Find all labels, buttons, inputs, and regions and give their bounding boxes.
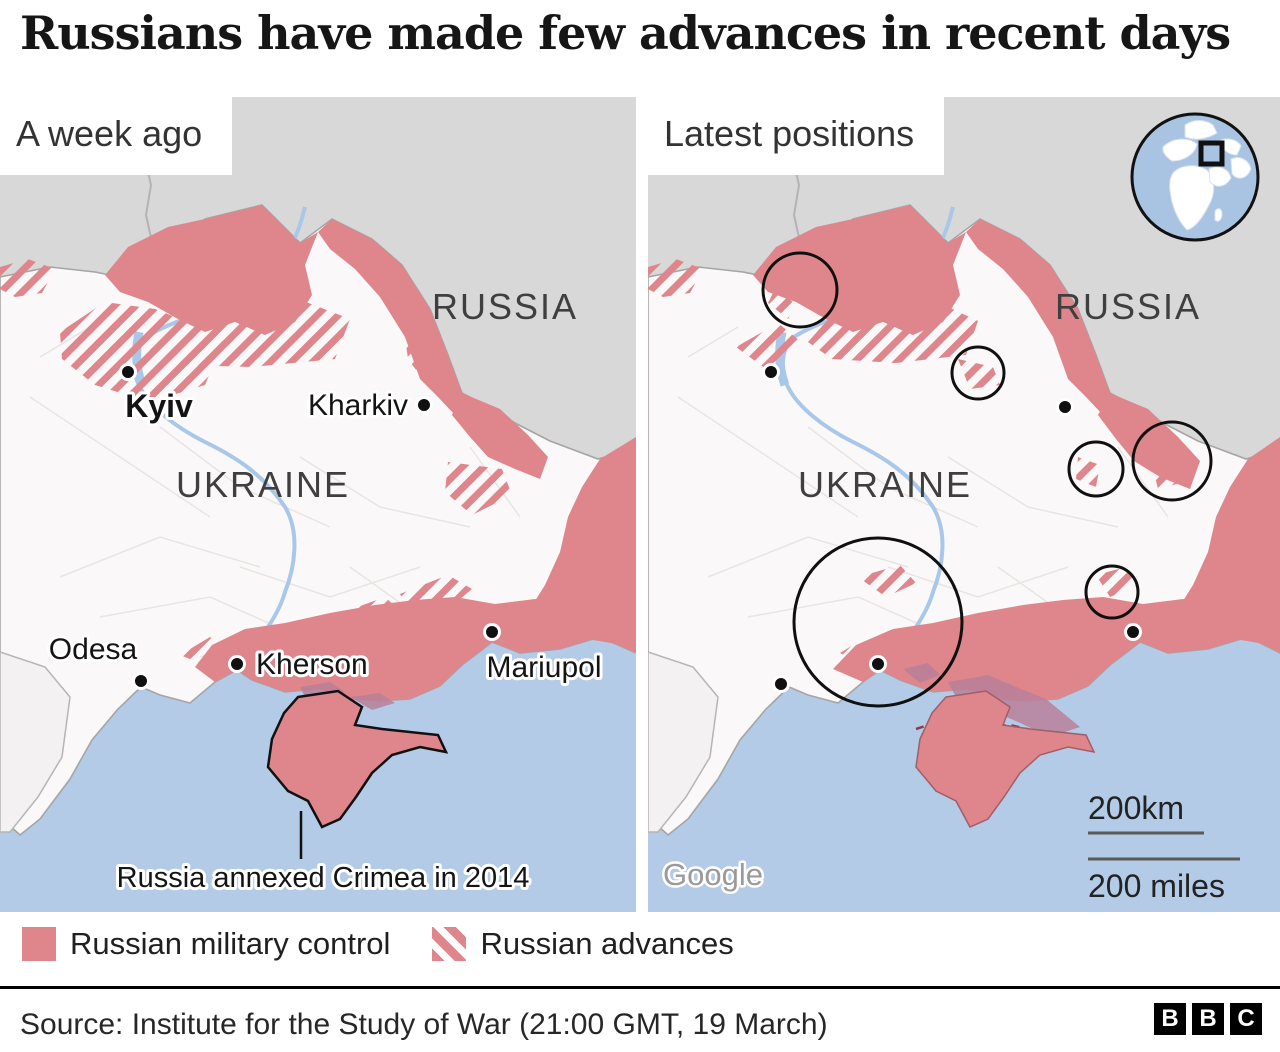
russia-label: RUSSIA <box>432 286 578 327</box>
city-dot-odesa <box>772 675 790 693</box>
page-title: Russians have made few advances in recen… <box>20 6 1231 60</box>
city-label-kharkiv: Kharkiv <box>308 389 408 422</box>
russian-advance-areas-latest <box>648 259 1196 663</box>
map-row: RUSSIA UKRAINE Kyiv Kharkiv Odesa Kherso… <box>0 97 1280 912</box>
city-dot-kherson <box>869 655 887 673</box>
city-label-kherson: Kherson <box>256 648 368 681</box>
globe-highlight-square <box>1198 140 1225 167</box>
russia-label: RUSSIA <box>1055 286 1201 327</box>
city-dot-kharkiv <box>415 396 433 414</box>
legend-swatch-advances <box>432 927 467 961</box>
map-panel-latest: RUSSIA UKRAINE Google 200km 200 miles La… <box>648 97 1280 912</box>
map-panel-week-ago: RUSSIA UKRAINE Kyiv Kharkiv Odesa Kherso… <box>0 97 636 912</box>
scale-miles-label: 200 miles <box>1088 868 1225 904</box>
crimea-region <box>915 690 1096 828</box>
legend: Russian military control Russian advance… <box>22 926 776 962</box>
bbc-logo: B B C <box>1154 1003 1262 1035</box>
city-dot-kyiv <box>119 363 137 381</box>
city-label-kyiv: Kyiv <box>125 388 193 424</box>
city-dot-odesa <box>132 672 150 690</box>
legend-label-control: Russian military control <box>70 926 391 961</box>
google-watermark: Google <box>663 857 763 892</box>
city-label-mariupol: Mariupol <box>486 651 601 684</box>
crimea-region <box>266 689 449 829</box>
city-dot-mariupol <box>483 623 501 641</box>
russian-advance-areas-week-ago <box>0 259 512 665</box>
city-dot-kherson <box>228 655 246 673</box>
city-dot-mariupol <box>1124 623 1142 641</box>
bbc-logo-letter: C <box>1230 1003 1262 1035</box>
ukraine-label: UKRAINE <box>798 464 972 505</box>
ukraine-label: UKRAINE <box>176 464 350 505</box>
advance-circles <box>761 251 1213 708</box>
panel-label-latest: Latest positions <box>648 97 945 175</box>
legend-label-advances: Russian advances <box>480 926 734 961</box>
city-dot-kharkiv <box>1056 398 1074 416</box>
scale-bar: 200km 200 miles <box>1088 790 1240 904</box>
legend-swatch-control <box>22 927 56 961</box>
scale-km-label: 200km <box>1088 790 1184 826</box>
source-text: Source: Institute for the Study of War (… <box>20 1008 828 1041</box>
crimea-annotation: Russia annexed Crimea in 2014 <box>117 862 530 894</box>
map-week-ago: RUSSIA UKRAINE Kyiv Kharkiv Odesa Kherso… <box>0 97 636 912</box>
bbc-logo-letter: B <box>1154 1003 1186 1035</box>
city-label-odesa: Odesa <box>49 633 138 666</box>
city-dot-kyiv <box>762 363 780 381</box>
globe-locator <box>1130 112 1260 242</box>
panel-label-week-ago: A week ago <box>0 97 233 175</box>
footer-divider <box>0 986 1280 989</box>
bbc-logo-letter: B <box>1192 1003 1224 1035</box>
